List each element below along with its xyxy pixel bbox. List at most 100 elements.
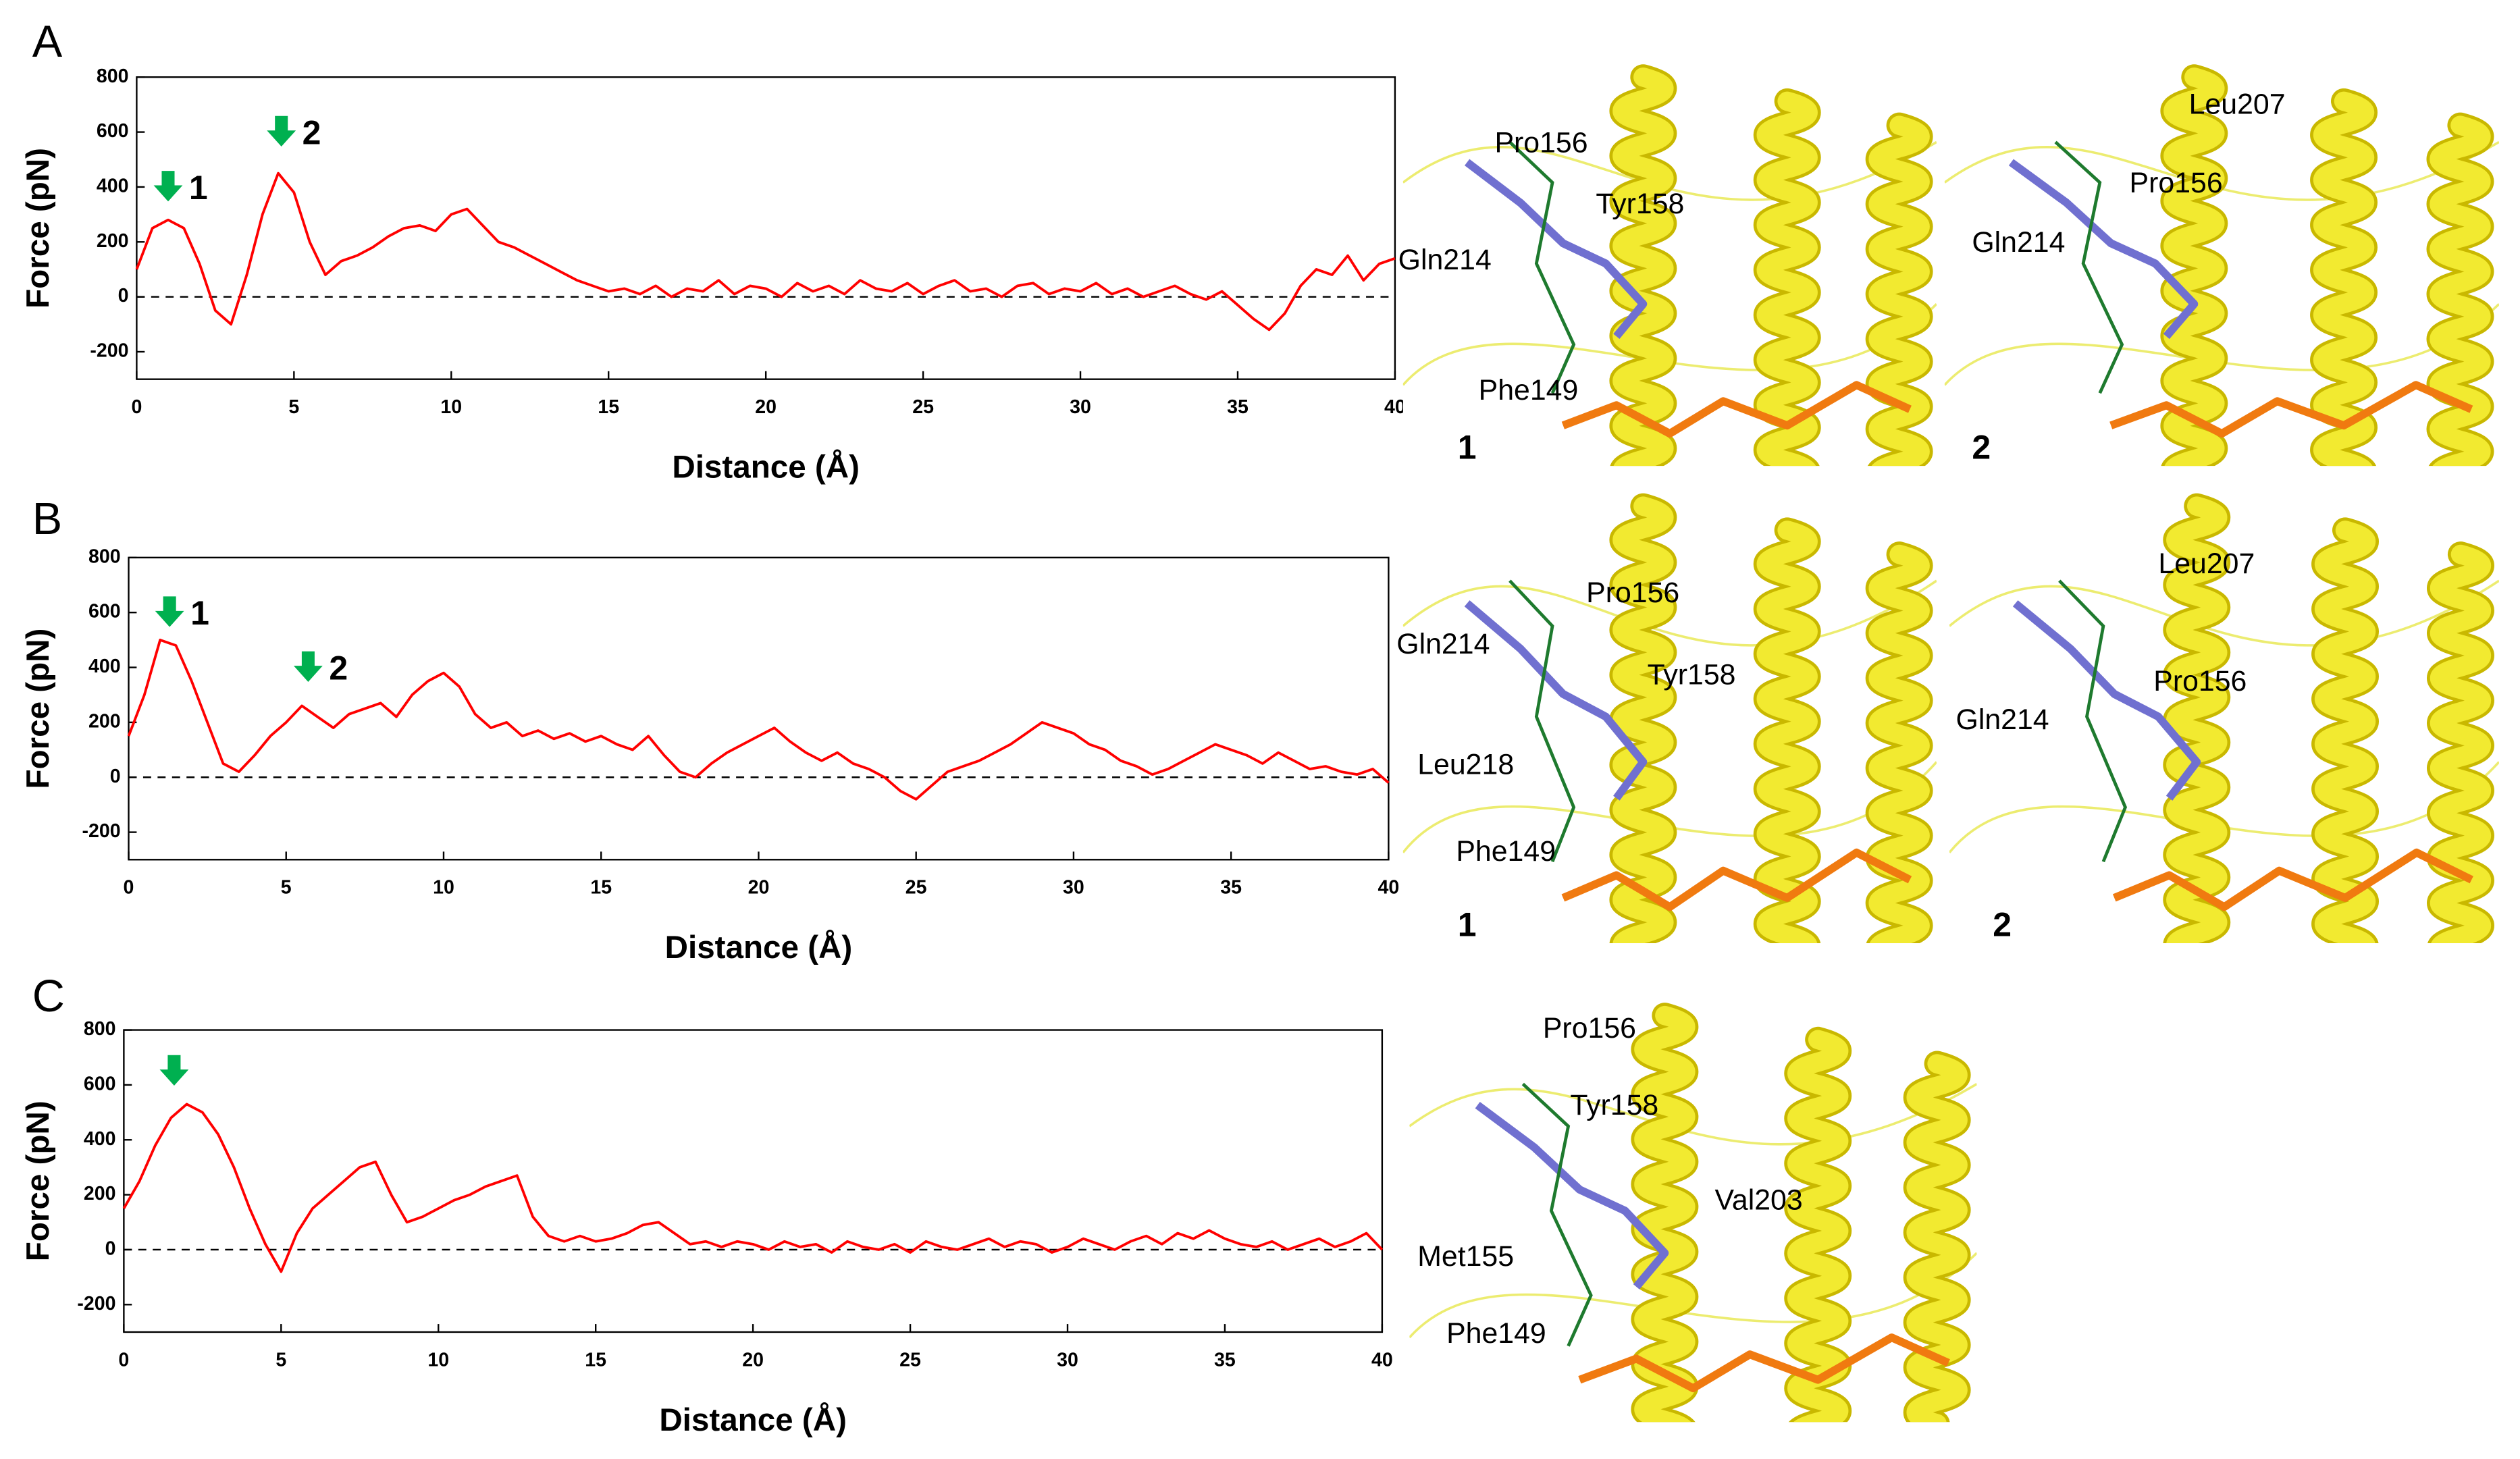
x-tick-label: 25 xyxy=(899,1349,921,1371)
x-tick-label: 5 xyxy=(275,1349,286,1371)
residue-label: Pro156 xyxy=(1586,577,1679,609)
helix xyxy=(1634,1005,1696,1423)
plot-frame xyxy=(123,1029,1384,1333)
inhibitor xyxy=(1475,1102,1669,1290)
residue-label: Tyr158 xyxy=(1648,658,1736,691)
x-tick-label: 35 xyxy=(1214,1349,1236,1371)
y-tick-label: -200 xyxy=(90,340,128,362)
peak-arrow xyxy=(159,1055,189,1086)
structure-view xyxy=(1402,489,1937,944)
residue-label: Pro156 xyxy=(1494,127,1587,159)
structure-number: 2 xyxy=(1993,905,2012,943)
helix xyxy=(2166,496,2228,944)
structure-number: 1 xyxy=(1458,429,1477,467)
inhibitor xyxy=(2008,159,2199,340)
structure-view xyxy=(1944,61,2499,467)
x-axis-label: Distance (Å) xyxy=(659,1402,847,1438)
x-tick-label: 20 xyxy=(755,396,777,418)
residue-label: Pro156 xyxy=(2130,167,2223,199)
x-axis-label: Distance (Å) xyxy=(665,929,853,965)
y-tick-label: 0 xyxy=(110,766,121,787)
x-tick-label: 5 xyxy=(281,877,292,899)
x-tick-label: 0 xyxy=(124,877,134,899)
x-tick-label: 0 xyxy=(131,396,142,418)
y-tick-label: 600 xyxy=(88,601,121,622)
residue-label: Leu218 xyxy=(1417,749,1514,781)
residue xyxy=(1508,579,1576,863)
ligand xyxy=(2112,848,2473,911)
x-tick-label: 10 xyxy=(427,1349,449,1371)
structure-view xyxy=(1409,999,1977,1423)
structure-view xyxy=(1402,61,1937,467)
helix xyxy=(2314,521,2376,944)
y-tick-label: 600 xyxy=(97,120,129,142)
x-tick-label: 15 xyxy=(590,877,612,899)
residue-label: Val203 xyxy=(1715,1184,1803,1217)
x-axis-label: Distance (Å) xyxy=(672,449,860,485)
helix xyxy=(2313,91,2375,467)
y-tick-label: 200 xyxy=(97,230,129,252)
peak-arrow xyxy=(153,171,183,202)
helix xyxy=(1612,67,1674,467)
y-tick-label: 800 xyxy=(88,546,121,567)
peak-label: 1 xyxy=(189,169,208,207)
x-tick-label: 30 xyxy=(1070,396,1091,418)
x-tick-label: 40 xyxy=(1371,1349,1393,1371)
residue xyxy=(2058,579,2128,863)
plot: 0 5 10 15 20 25 30 35 40 -200 0 200 400 600 800 Distanc… xyxy=(20,65,1406,485)
plot: 0 5 10 15 20 25 30 35 40 -200 0 200 400 600 800 Distanc… xyxy=(20,546,1399,965)
residue-label: Pro156 xyxy=(2153,665,2247,697)
residue-label: Tyr158 xyxy=(1570,1089,1658,1121)
structure-number: 1 xyxy=(1458,905,1477,943)
x-tick-label: 15 xyxy=(585,1349,606,1371)
helix xyxy=(2430,544,2492,944)
x-tick-label: 35 xyxy=(1220,877,1242,899)
residue xyxy=(1508,140,1576,394)
helix xyxy=(1612,496,1674,944)
y-tick-label: 200 xyxy=(84,1183,116,1204)
x-tick-label: 40 xyxy=(1378,877,1400,899)
x-tick-label: 15 xyxy=(598,396,619,418)
peak-arrow xyxy=(155,596,184,627)
coil xyxy=(1402,140,1937,201)
x-tick-label: 10 xyxy=(433,877,454,899)
y-tick-label: 0 xyxy=(105,1238,116,1260)
helix xyxy=(2430,115,2491,467)
force-line xyxy=(127,638,1390,801)
x-tick-label: 35 xyxy=(1227,396,1249,418)
y-axis-label: Force (pN) xyxy=(20,629,56,789)
panel-letter: B xyxy=(32,494,62,544)
panel-letter: C xyxy=(32,972,65,1022)
inhibitor xyxy=(2012,600,2201,801)
y-tick-label: 400 xyxy=(84,1128,116,1150)
inhibitor xyxy=(1464,600,1648,801)
residue-label: Met155 xyxy=(1417,1240,1514,1273)
y-tick-label: 400 xyxy=(97,175,129,196)
y-tick-label: 0 xyxy=(118,285,129,307)
y-tick-label: -200 xyxy=(82,820,120,842)
peak-label: 2 xyxy=(329,649,348,687)
x-tick-label: 30 xyxy=(1057,1349,1078,1371)
residue-label: Gln214 xyxy=(1396,628,1490,660)
plot-frame xyxy=(128,556,1390,861)
ligand xyxy=(1578,1333,1950,1393)
helix xyxy=(2163,67,2225,467)
ligand xyxy=(1561,848,1912,911)
structure-view xyxy=(1949,489,2499,944)
x-tick-label: 25 xyxy=(912,396,934,418)
force-line xyxy=(135,171,1396,331)
y-axis-label: Force (pN) xyxy=(20,148,56,309)
y-tick-label: 800 xyxy=(97,65,129,87)
helix xyxy=(1906,1054,1968,1423)
helix xyxy=(1756,521,1818,944)
residue-label: Phe149 xyxy=(1479,374,1579,406)
y-axis-label: Force (pN) xyxy=(20,1100,56,1261)
residue xyxy=(1521,1082,1593,1347)
coil xyxy=(1944,140,2499,201)
x-tick-label: 25 xyxy=(905,877,927,899)
x-tick-label: 5 xyxy=(288,396,299,418)
panel-letter: A xyxy=(32,17,63,67)
residue-label: Phe149 xyxy=(1456,835,1556,868)
x-tick-label: 0 xyxy=(118,1349,129,1371)
